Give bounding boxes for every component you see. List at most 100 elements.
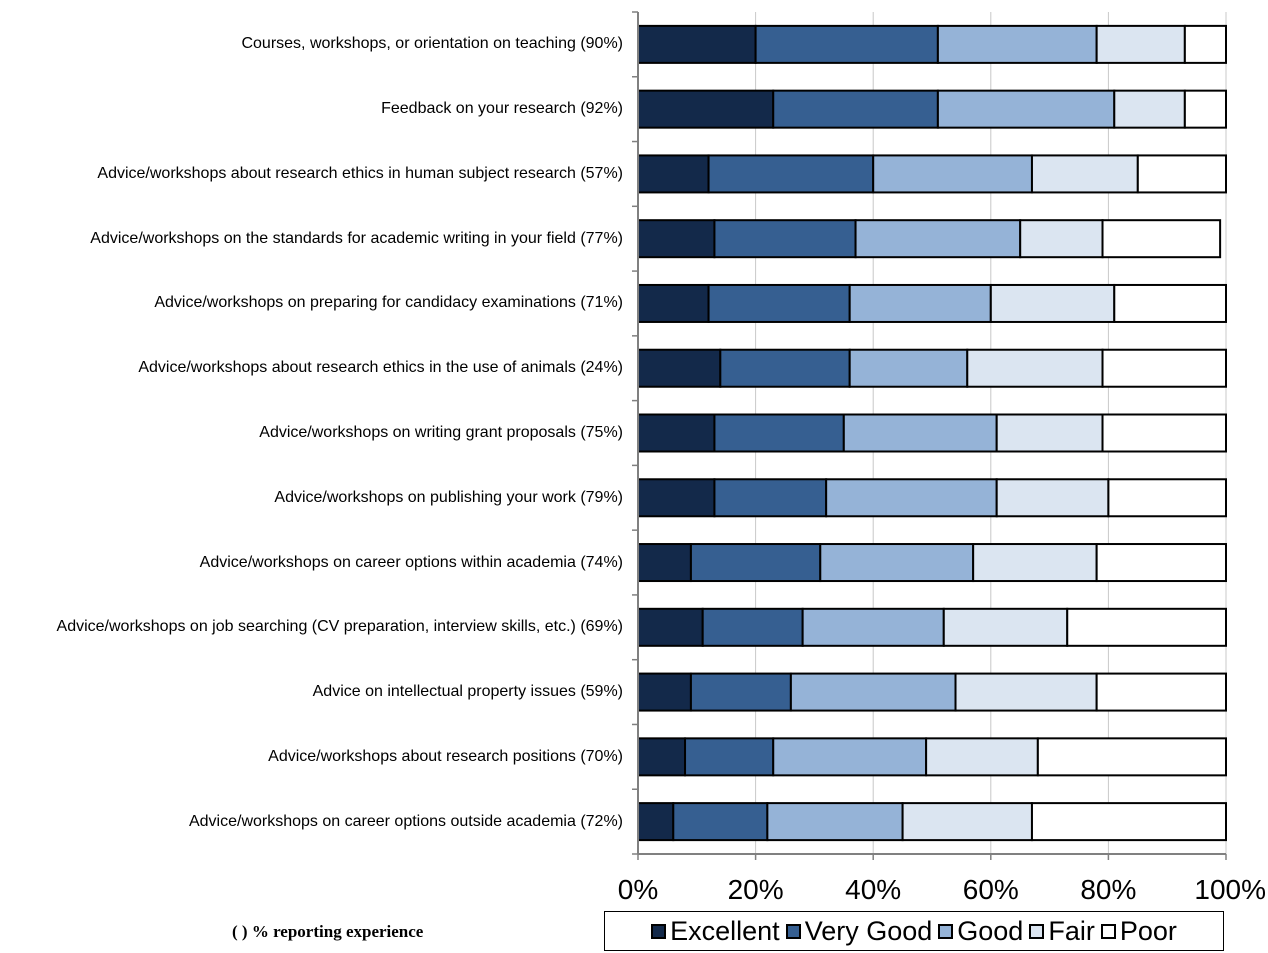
bar-segment-poor [1107, 478, 1228, 518]
x-tick-label: 80% [1080, 874, 1137, 905]
legend-item-poor: Poor [1100, 915, 1177, 947]
bar-segment-very-good [707, 154, 875, 194]
x-tick-label: 60% [962, 874, 1019, 905]
bar-segment-excellent [637, 348, 722, 388]
category-label: Advice/workshops about research ethics i… [97, 164, 623, 182]
bar-segment-fair [925, 737, 1039, 777]
category-label: Advice on intellectual property issues (… [312, 683, 623, 701]
bar-segment-fair [995, 478, 1110, 518]
bar-segment-very-good [754, 24, 939, 64]
bar-segment-good [801, 607, 945, 647]
bar-segment-very-good [713, 478, 828, 518]
bar-segment-fair [1030, 154, 1139, 194]
bar-segment-poor [1095, 543, 1228, 583]
bar-segment-excellent [637, 89, 775, 129]
bar-segment-excellent [637, 219, 716, 259]
legend-item-fair: Fair [1029, 916, 1095, 947]
bar-segment-good [936, 24, 1098, 64]
legend-label: Excellent [670, 915, 780, 946]
bar-segment-very-good [713, 219, 857, 259]
bar-segment-fair [1113, 89, 1186, 129]
bar-segment-very-good [707, 283, 851, 323]
bar-segment-excellent [637, 478, 716, 518]
bar-segment-good [789, 672, 957, 712]
bar-segment-poor [1066, 607, 1227, 647]
category-label: Advice/workshops on publishing your work… [274, 488, 623, 506]
category-label: Courses, workshops, or orientation on te… [241, 35, 623, 53]
category-label: Advice/workshops on career options outsi… [188, 812, 623, 830]
bar-segment-excellent [637, 413, 716, 453]
bar-segment-poor [1136, 154, 1228, 194]
bar-segment-good [772, 737, 928, 777]
category-label: Advice/workshops on career options withi… [199, 553, 623, 571]
category-label: Advice/workshops on the standards for ac… [90, 229, 623, 247]
bar-segment-good [825, 478, 998, 518]
bar-segment-excellent [637, 802, 675, 842]
bar-segment-poor [1183, 89, 1227, 129]
legend-item-excellent: Excellent [651, 916, 780, 947]
bar-segment-excellent [637, 737, 687, 777]
bar-segment-very-good [772, 89, 939, 129]
bar-segment-fair [966, 348, 1104, 388]
legend-swatch [651, 923, 667, 939]
x-tick-label: 100% [1194, 874, 1266, 905]
bar-segment-good [854, 219, 1022, 259]
category-label: Advice/workshops on writing grant propos… [259, 424, 623, 441]
bar-segment-excellent [637, 283, 710, 323]
bar-segment-good [766, 802, 904, 842]
category-label: Advice/workshops about research ethics i… [138, 359, 623, 377]
bar-segment-very-good [719, 348, 851, 388]
category-label: Feedback on your research (92%) [381, 100, 623, 118]
bar-segment-excellent [637, 672, 692, 712]
bar-segment-fair [1095, 24, 1186, 64]
bar-segment-good [819, 543, 975, 583]
legend-item-good: Good [938, 916, 1023, 947]
bar-segment-fair [1019, 219, 1104, 259]
bar-segment-fair [995, 413, 1104, 453]
bar-segment-poor [1030, 802, 1227, 842]
legend-swatch [1100, 923, 1116, 939]
bar-segment-very-good [713, 413, 845, 453]
bar-segment-very-good [684, 737, 775, 777]
bar-segment-very-good [689, 672, 792, 712]
legend-swatch [1029, 923, 1045, 939]
category-label: Advice/workshops about research position… [268, 747, 623, 765]
annotation-note: ( ) % reporting experience [232, 922, 424, 941]
bar-segment-fair [972, 543, 1098, 583]
bar-segment-poor [1036, 737, 1227, 777]
bar-segment-good [842, 413, 998, 453]
x-tick-label: 40% [845, 874, 902, 905]
legend-swatch [785, 923, 801, 939]
legend-item-very-good: Very Good [785, 916, 932, 947]
bar-segment-poor [1101, 219, 1222, 259]
x-tick-label: 0% [617, 874, 659, 905]
legend-label: Good [957, 915, 1024, 946]
bar-segment-fair [942, 607, 1069, 647]
bar-segment-fair [954, 672, 1098, 712]
category-label: Advice/workshops on job searching (CV pr… [56, 618, 623, 636]
bar-segment-very-good [689, 543, 822, 583]
bar-segment-fair [901, 802, 1033, 842]
bar-segment-good [848, 348, 969, 388]
legend-swatch [938, 923, 954, 939]
bar-segment-excellent [637, 154, 710, 194]
bar-segment-fair [989, 283, 1116, 323]
bar-segment-poor [1101, 348, 1228, 388]
bar-segment-poor [1113, 283, 1228, 323]
bar-segment-very-good [672, 802, 769, 842]
legend: Excellent Very Good Good Fair Poor [604, 911, 1224, 951]
bar-segment-good [936, 89, 1116, 129]
bar-segment-very-good [701, 607, 804, 647]
bar-segment-good [848, 283, 992, 323]
bar-segment-excellent [637, 543, 692, 583]
bar-segment-excellent [637, 24, 757, 64]
bar-segment-poor [1101, 413, 1228, 453]
x-tick-label: 20% [727, 874, 784, 905]
category-label: Advice/workshops on preparing for candid… [154, 294, 623, 312]
legend-label: Fair [1048, 915, 1095, 946]
bar-segment-poor [1095, 672, 1228, 712]
bar-segment-excellent [637, 607, 704, 647]
bar-segment-poor [1183, 24, 1227, 64]
legend-label: Poor [1119, 915, 1177, 946]
